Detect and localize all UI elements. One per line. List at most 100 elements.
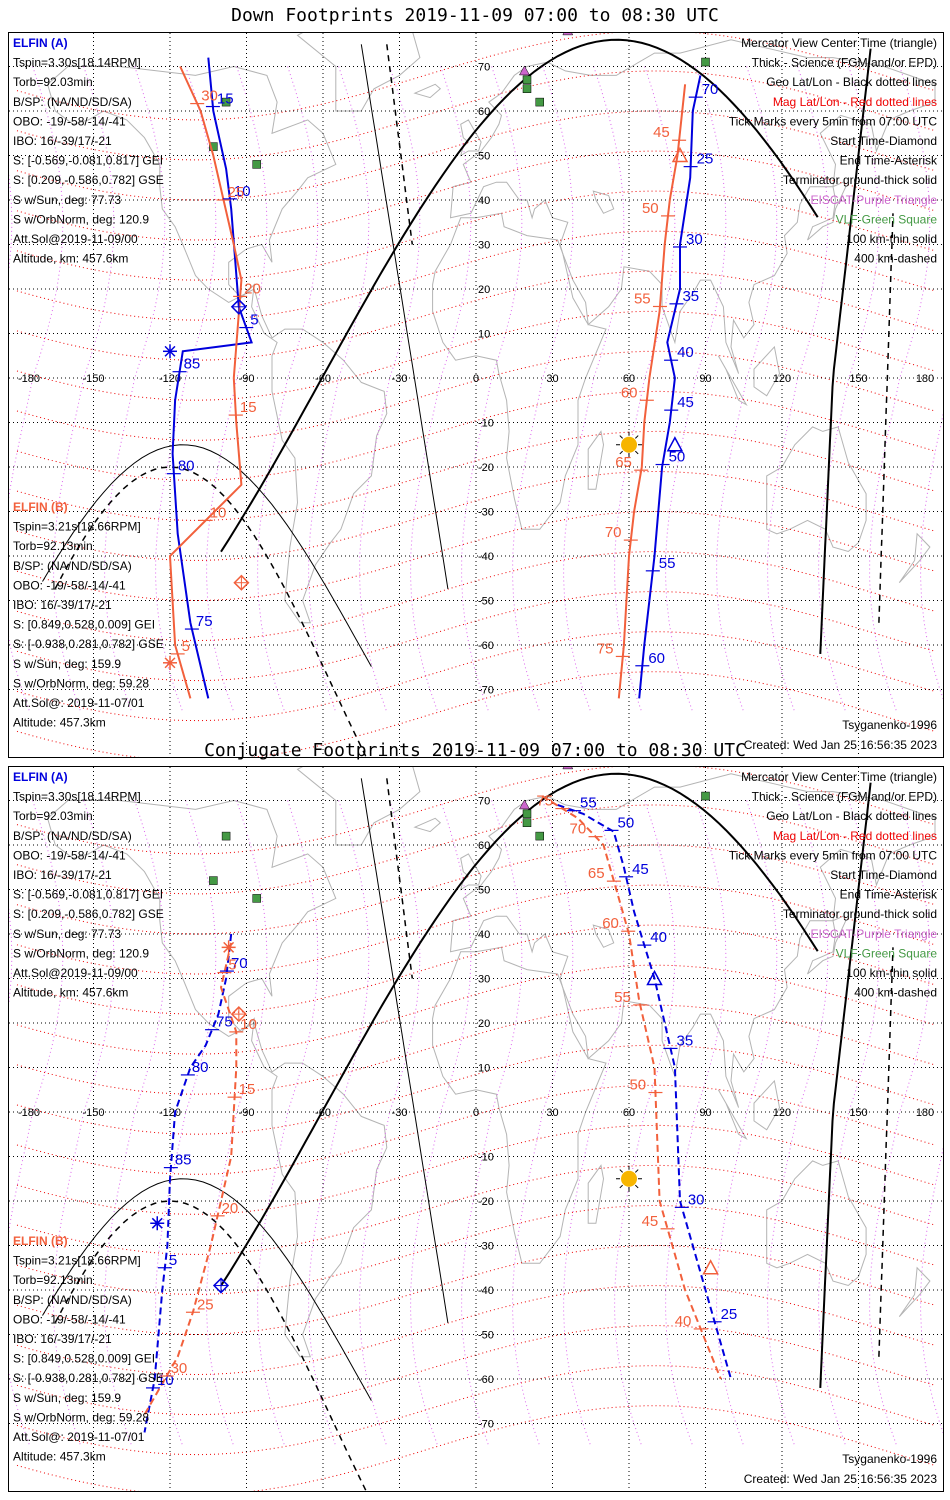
- elfin-b-info-line: Tspin=3.21s[18.66RPM]: [13, 1254, 141, 1268]
- lat-label: 10: [478, 1063, 490, 1075]
- legend-line: 100 km-thin solid: [846, 232, 937, 246]
- mag-meridian-line: [461, 66, 523, 712]
- coastline: [592, 190, 615, 214]
- created-timestamp: Created: Wed Jan 25 16:56:35 2023: [744, 738, 938, 752]
- track-tick-label: 75: [536, 793, 553, 810]
- elfin-a-info-line: S: [-0.569,-0.081,0.817] GEI: [13, 888, 163, 902]
- vlf-square: [252, 894, 261, 903]
- lat-label: -20: [478, 1196, 494, 1208]
- sun-ray: [635, 450, 639, 455]
- terminator-400km-dashed: [54, 1200, 367, 1491]
- elfin-a-info-line: S w/OrbNorm, deg: 120.9: [13, 212, 149, 226]
- coastline: [47, 65, 388, 624]
- legend-line: Terminator ground-thick solid: [783, 907, 937, 921]
- legend-line: 100 km-thin solid: [846, 966, 937, 980]
- track-tick-label: 5: [228, 957, 236, 974]
- mag-latitudes: [16, 33, 936, 757]
- track-tick-label: 10: [240, 1016, 257, 1033]
- coastline: [753, 345, 781, 397]
- mag-latitude-line: [16, 510, 936, 602]
- track-tick-label: 25: [197, 1296, 214, 1313]
- elfin-a-info-line: Torb=92.03min: [13, 75, 93, 89]
- mag-meridian-line: [563, 66, 625, 712]
- elfin-b-info-line: Att.Sol@: 2019-11-07/01: [13, 1430, 145, 1444]
- lat-label: 10: [478, 329, 490, 341]
- center-triangle: [671, 146, 689, 163]
- vlf-square: [522, 818, 532, 827]
- map-svg: -180 -150 -120 -90 -60 -30 0 30 60 90 120 150 180 70 6…: [9, 767, 943, 1491]
- elfin-b-info-line: B/SP: (NA/ND/SD/SA): [13, 559, 132, 573]
- legend-line: EISCAT-Purple Triangle: [811, 193, 938, 207]
- lon-label: -120: [159, 373, 181, 385]
- elfin-a-info-line: S: [0.209,-0.586,0.782] GSE: [13, 173, 164, 187]
- sun-ray: [635, 435, 639, 439]
- elfin-a-info-line: Tspin=3.30s[18.14RPM]: [13, 790, 141, 804]
- elfin-a-info-line: OBO: -19/-58/-14/-41: [13, 848, 126, 862]
- lon-label: -120: [159, 1107, 181, 1119]
- sun-disc: [621, 1170, 637, 1187]
- mag-meridian-line: [767, 800, 829, 1446]
- mag-latitude-line: [16, 1325, 936, 1416]
- lat-label: -10: [478, 418, 494, 430]
- track-tick-label: 60: [621, 384, 638, 401]
- eiscat-triangle: [562, 33, 574, 36]
- track-tick-label: 20: [244, 280, 261, 297]
- track-tick-label: 85: [184, 356, 201, 373]
- map-panel-down: -180 -150 -120 -90 -60 -30 0 30 60 90 120 150 180 70 6…: [8, 32, 944, 758]
- track-tick-label: 75: [216, 1014, 233, 1031]
- sun-icon: [616, 1165, 642, 1192]
- track-tick-label: 50: [669, 449, 686, 466]
- lat-label: 20: [478, 1018, 490, 1030]
- terminator-line: [220, 38, 819, 553]
- terminator-400km-dashed: [386, 778, 414, 979]
- center-triangle: [666, 436, 684, 452]
- terminator-100km-thin: [360, 44, 449, 589]
- coastline: [587, 1164, 605, 1224]
- track-tick-label: 20: [222, 1200, 239, 1217]
- elfin-b-header: ELFIN (B): [13, 500, 68, 514]
- track-tick-label: 70: [231, 955, 248, 972]
- mag-latitude-line: [16, 591, 936, 682]
- coastline: [413, 817, 442, 833]
- terminator-line: [220, 772, 819, 1287]
- track-tick-label: 30: [171, 1360, 188, 1377]
- track-tick-label: 25: [697, 151, 714, 168]
- elfin-a-info-line: B/SP: (NA/ND/SD/SA): [13, 829, 132, 843]
- mag-latitude-line: [16, 1004, 936, 1095]
- elfin-a-info-line: Att.Sol@2019-11-09/00: [13, 966, 138, 980]
- elfin-a-info-line: S: [0.209,-0.586,0.782] GSE: [13, 907, 164, 921]
- elfin-a-header: ELFIN (A): [13, 36, 68, 50]
- elfin-b-info-line: Altitude: 457.3km: [13, 716, 106, 730]
- end-asterisk: [151, 1217, 163, 1229]
- mag-meridian-line: [410, 66, 472, 712]
- lon-label: 30: [546, 373, 558, 385]
- elfin-b-header: ELFIN (B): [13, 1234, 68, 1248]
- lat-label: 30: [478, 974, 490, 986]
- lat-label: -70: [478, 685, 494, 697]
- legend-line: Geo Lat/Lon - Black dotted lines: [766, 809, 937, 823]
- coastline: [587, 430, 605, 490]
- lon-label: 60: [623, 373, 635, 385]
- track-tick-label: 75: [196, 613, 213, 630]
- elfin-a-info-line: IBO: 16/-39/17/-21: [13, 868, 112, 882]
- mag-latitude-line: [16, 470, 936, 561]
- track-tick-label: 45: [677, 394, 694, 411]
- coastline: [296, 767, 421, 846]
- track-tick-label: 15: [240, 399, 257, 416]
- elfin-b-info-line: IBO: 16/-39/17/-21: [13, 598, 112, 612]
- legend-line: 400 km-dashed: [854, 986, 937, 1000]
- mag-meridian-line: [563, 800, 625, 1446]
- track-tick-label: 45: [642, 1213, 659, 1230]
- elfin-a-header: ELFIN (A): [13, 770, 68, 784]
- coastline: [47, 799, 388, 1358]
- track-tick-label: 30: [688, 1191, 705, 1208]
- legend-line: EISCAT-Purple Triangle: [811, 927, 938, 941]
- legend-line: Thick - Science (FGM and/or EPD): [752, 56, 937, 70]
- panel-title-conjugate: Conjugate Footprints 2019-11-09 07:00 to…: [204, 740, 746, 761]
- elfin-b-track: [541, 795, 722, 1380]
- track-tick-label: 5: [182, 638, 190, 655]
- terminator-line: [819, 782, 872, 1388]
- lon-label: 180: [916, 373, 934, 385]
- vlf-square: [221, 831, 231, 841]
- terminator-100km-thin: [42, 444, 372, 667]
